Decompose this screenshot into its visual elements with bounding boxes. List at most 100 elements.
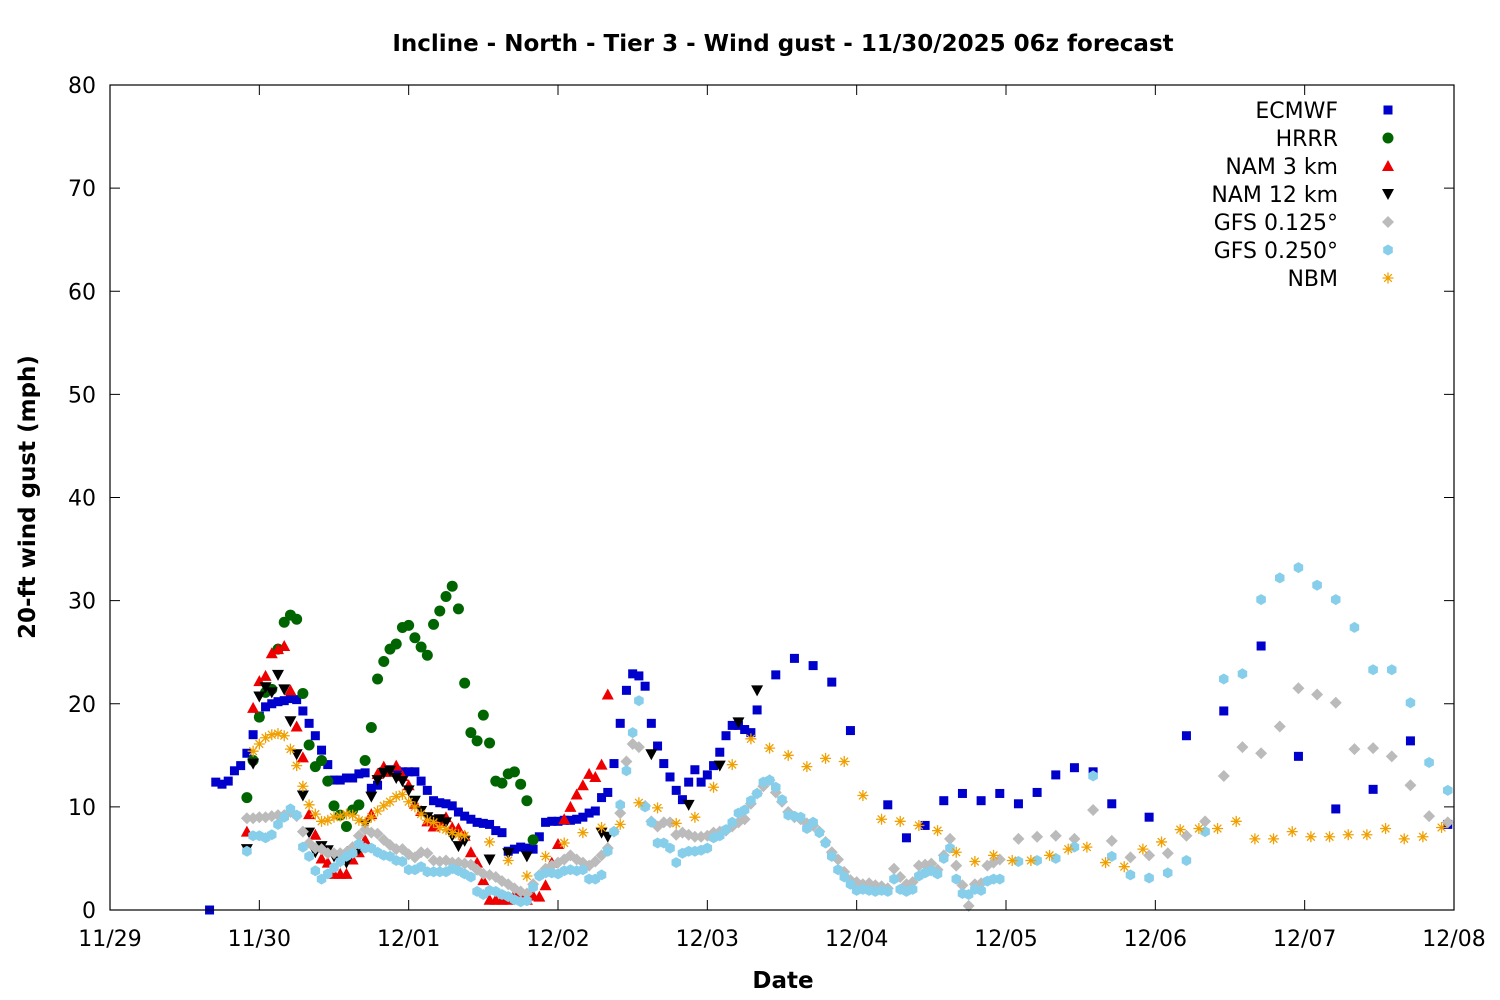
legend-marker (1382, 160, 1394, 171)
data-point (976, 884, 986, 896)
data-point (944, 832, 956, 845)
data-point (690, 765, 700, 775)
data-point (360, 768, 370, 778)
data-point (1006, 855, 1018, 866)
data-point (491, 826, 501, 836)
data-point (253, 711, 265, 723)
data-point (434, 605, 446, 617)
data-point (309, 808, 321, 820)
data-point (932, 825, 944, 837)
data-point (925, 857, 938, 870)
data-point (365, 791, 378, 803)
data-point (633, 797, 645, 809)
data-point (347, 809, 359, 821)
x-tick-label: 12/07 (1273, 927, 1336, 952)
x-tick-label: 11/29 (78, 927, 141, 952)
data-point (634, 695, 644, 707)
data-point (839, 871, 849, 883)
data-point (409, 632, 421, 644)
legend-label: GFS 0.125° (1214, 211, 1338, 236)
data-point (595, 758, 608, 770)
data-point (441, 799, 451, 809)
data-point (440, 817, 452, 829)
data-point (857, 790, 869, 802)
data-point (689, 811, 701, 823)
y-tick-label: 30 (68, 590, 96, 615)
data-point (303, 739, 315, 751)
data-point (572, 814, 582, 824)
series-ecmwf (205, 641, 1453, 915)
data-point (528, 844, 538, 854)
data-point (478, 818, 488, 828)
data-point (1032, 855, 1042, 866)
data-point (614, 818, 626, 830)
data-point (434, 822, 446, 833)
data-point (266, 729, 278, 741)
data-point (1361, 829, 1373, 841)
data-point (317, 745, 327, 755)
data-point (671, 857, 681, 869)
data-point (634, 671, 644, 681)
data-point (628, 669, 638, 679)
data-point (485, 819, 495, 829)
data-point (645, 749, 658, 761)
data-point (340, 820, 352, 832)
data-point (285, 694, 295, 704)
data-point (534, 832, 544, 842)
data-point (402, 785, 415, 797)
data-point (646, 718, 656, 728)
data-point (321, 847, 334, 860)
data-point (1311, 688, 1324, 701)
data-point (291, 809, 302, 821)
data-point (671, 785, 681, 795)
data-point (939, 796, 949, 806)
data-point (827, 677, 837, 687)
data-point (452, 841, 465, 853)
data-point (1012, 832, 1025, 845)
data-point (384, 796, 396, 808)
data-point (359, 816, 371, 828)
data-point (820, 837, 831, 849)
data-point (347, 847, 358, 859)
data-point (1236, 741, 1249, 754)
data-point (894, 815, 906, 827)
data-point (752, 788, 762, 799)
data-point (632, 741, 645, 754)
y-tick-label: 80 (68, 74, 96, 99)
data-point (745, 733, 757, 745)
data-point (621, 765, 632, 777)
data-point (962, 899, 975, 912)
series-nbm (247, 728, 1448, 882)
data-point (1268, 833, 1280, 845)
data-point (502, 855, 514, 866)
data-point (315, 852, 328, 864)
data-point (291, 613, 303, 625)
y-tick-label: 40 (68, 487, 96, 512)
data-point (440, 591, 452, 602)
data-point (372, 673, 384, 685)
data-point (296, 790, 309, 802)
data-point (291, 760, 303, 772)
y-axis-ticks: 0 10 20 30 40 50 60 70 80 (68, 74, 1454, 924)
data-point (484, 737, 496, 749)
data-point (889, 873, 899, 885)
data-point (1293, 751, 1303, 761)
legend-marker (1383, 105, 1393, 115)
data-point (297, 687, 309, 699)
data-point (1181, 731, 1191, 741)
x-tick-label: 12/04 (825, 927, 888, 952)
data-point (1348, 743, 1361, 756)
data-point (279, 696, 289, 706)
data-point (652, 802, 664, 814)
x-tick-label: 12/05 (974, 927, 1037, 952)
data-point (838, 756, 850, 767)
x-tick-label: 12/03 (676, 927, 739, 952)
data-point (265, 647, 278, 659)
data-point (1156, 836, 1168, 848)
data-point (241, 792, 253, 804)
data-point (410, 767, 420, 777)
data-point (303, 808, 316, 820)
data-point (309, 828, 322, 840)
data-point (1329, 696, 1342, 709)
data-point (888, 862, 900, 875)
